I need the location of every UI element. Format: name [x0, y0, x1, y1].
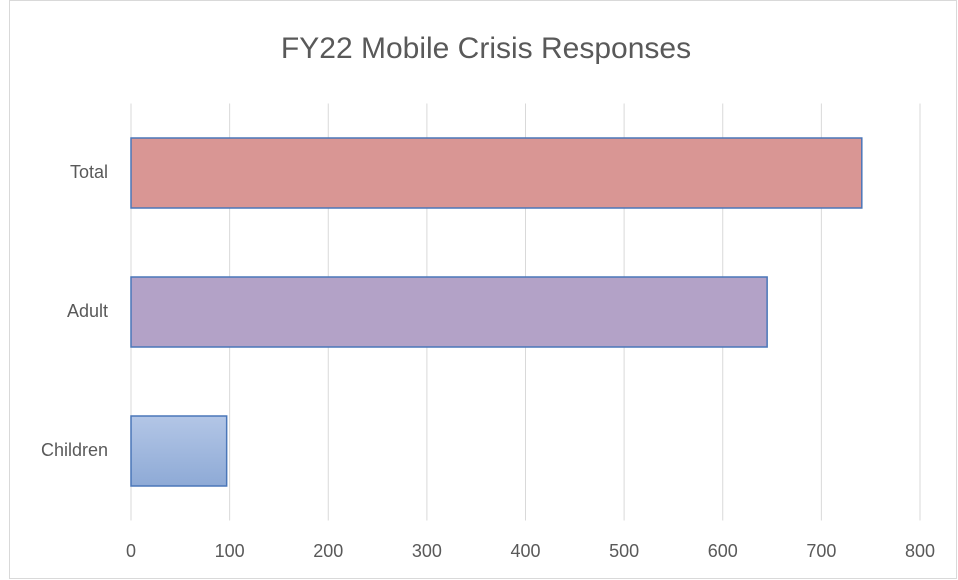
- x-tick-label: 300: [412, 541, 442, 561]
- x-tick-label: 100: [215, 541, 245, 561]
- y-tick-label: Total: [70, 162, 108, 182]
- bar: [130, 276, 768, 348]
- x-tick-label: 0: [126, 541, 136, 561]
- x-tick-label: 400: [510, 541, 540, 561]
- x-tick-label: 200: [313, 541, 343, 561]
- y-tick-label: Children: [41, 440, 108, 460]
- bar: [130, 415, 228, 487]
- y-tick-label: Adult: [67, 301, 108, 321]
- chart-title: FY22 Mobile Crisis Responses: [281, 32, 691, 65]
- bar: [130, 137, 863, 209]
- x-tick-label: 500: [609, 541, 639, 561]
- x-tick-label: 600: [708, 541, 738, 561]
- x-tick-label: 800: [905, 541, 935, 561]
- x-tick-label: 700: [806, 541, 836, 561]
